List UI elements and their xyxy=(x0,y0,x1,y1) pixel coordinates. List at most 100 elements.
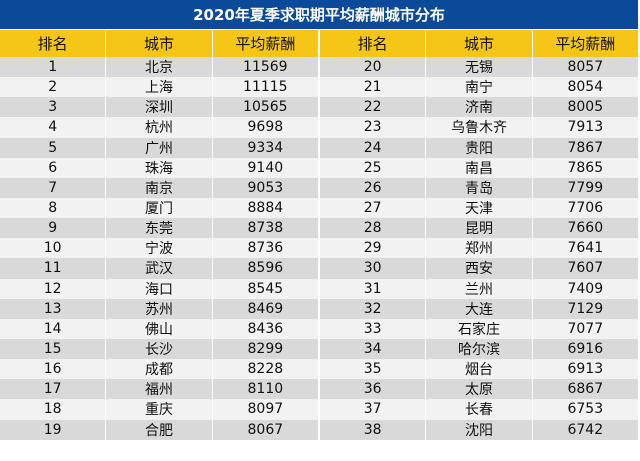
header-city: 城市 xyxy=(426,30,533,57)
cell-city: 北京 xyxy=(106,57,213,78)
cell-city: 上海 xyxy=(106,77,213,98)
cell-salary: 8299 xyxy=(213,338,320,360)
header-city: 城市 xyxy=(106,30,213,57)
table-row: 16 成都 8228 35 烟台 6913 xyxy=(0,359,638,380)
cell-city: 西安 xyxy=(426,258,533,279)
table-row: 3 深圳 10565 22 济南 8005 xyxy=(0,97,638,118)
cell-rank: 12 xyxy=(0,278,107,299)
cell-city: 合肥 xyxy=(106,419,213,440)
cell-salary: 8054 xyxy=(567,79,604,96)
cell-salary: 7660 xyxy=(567,220,604,237)
cell-salary: 8436 xyxy=(213,318,320,339)
cell-salary: 8545 xyxy=(213,278,320,299)
table-row: 19 合肥 8067 38 沈阳 6742 xyxy=(0,419,638,440)
cell-salary: 8884 xyxy=(213,197,320,219)
cell-salary: 7706 xyxy=(567,200,604,217)
cell-city: 乌鲁木齐 xyxy=(426,117,533,138)
cell-salary: 8110 xyxy=(213,379,320,400)
cell-salary: 8067 xyxy=(213,419,320,440)
cell-rank: 30 xyxy=(320,258,427,279)
cell-rank: 10 xyxy=(0,238,107,259)
cell-rank: 1 xyxy=(0,57,107,78)
cell-rank: 13 xyxy=(0,298,107,319)
cell-city: 杭州 xyxy=(106,117,213,138)
cell-salary: 8596 xyxy=(213,258,320,279)
table-row: 11 武汉 8596 30 西安 7607 xyxy=(0,258,638,279)
cell-salary: 6742 xyxy=(567,421,604,438)
cell-city: 珠海 xyxy=(106,157,213,178)
cell-rank: 28 xyxy=(320,218,427,239)
cell-rank: 34 xyxy=(320,338,427,360)
cell-city: 南昌 xyxy=(426,157,533,178)
cell-salary: 9140 xyxy=(213,157,320,178)
cell-rank: 29 xyxy=(320,238,427,259)
cell-city: 长沙 xyxy=(106,338,213,360)
cell-city: 南京 xyxy=(106,177,213,198)
header-salary: 平均薪酬 xyxy=(555,35,616,53)
cell-rank: 37 xyxy=(320,399,427,420)
cell-salary: 7607 xyxy=(567,260,604,277)
cell-city: 南宁 xyxy=(426,77,533,98)
cell-rank: 17 xyxy=(0,379,107,400)
cell-rank: 35 xyxy=(320,359,427,380)
cell-rank: 31 xyxy=(320,278,427,299)
cell-rank: 24 xyxy=(320,137,427,158)
cell-rank: 15 xyxy=(0,338,107,360)
cell-rank: 8 xyxy=(0,197,107,219)
cell-rank: 5 xyxy=(0,137,107,158)
cell-rank: 3 xyxy=(0,97,107,118)
cell-city: 厦门 xyxy=(106,197,213,219)
cell-salary: 8097 xyxy=(213,399,320,420)
cell-city: 青岛 xyxy=(426,177,533,198)
cell-salary: 8736 xyxy=(213,238,320,259)
cell-salary: 7641 xyxy=(567,240,604,257)
table-row: 7 南京 9053 26 青岛 7799 xyxy=(0,177,638,198)
cell-salary: 7867 xyxy=(567,139,604,156)
table-row: 8 厦门 8884 27 天津 7706 xyxy=(0,197,638,219)
cell-salary: 7409 xyxy=(567,280,604,297)
cell-salary: 7913 xyxy=(567,119,604,136)
cell-city: 苏州 xyxy=(106,298,213,319)
cell-rank: 19 xyxy=(0,419,107,440)
cell-rank: 4 xyxy=(0,117,107,138)
cell-salary: 9053 xyxy=(213,177,320,198)
cell-city: 太原 xyxy=(426,379,533,400)
table-row: 4 杭州 9698 23 乌鲁木齐 7913 xyxy=(0,117,638,138)
cell-salary: 10565 xyxy=(213,97,320,118)
table-row: 12 海口 8545 31 兰州 7409 xyxy=(0,278,638,299)
cell-rank: 9 xyxy=(0,218,107,239)
cell-rank: 26 xyxy=(320,177,427,198)
cell-rank: 25 xyxy=(320,157,427,178)
header-row: 排名 城市 平均薪酬 排名 城市 平均薪酬 xyxy=(0,30,638,57)
table-row: 9 东莞 8738 28 昆明 7660 xyxy=(0,218,638,239)
cell-salary: 6916 xyxy=(567,341,604,358)
cell-city: 宁波 xyxy=(106,238,213,259)
cell-city: 兰州 xyxy=(426,278,533,299)
cell-rank: 21 xyxy=(320,77,427,98)
cell-city: 昆明 xyxy=(426,218,533,239)
cell-city: 广州 xyxy=(106,137,213,158)
cell-salary: 6753 xyxy=(567,401,604,418)
table-row: 18 重庆 8097 37 长春 6753 xyxy=(0,399,638,420)
cell-city: 大连 xyxy=(426,298,533,319)
cell-salary: 7129 xyxy=(567,300,604,317)
cell-city: 海口 xyxy=(106,278,213,299)
cell-salary: 11115 xyxy=(213,77,320,98)
table-row: 5 广州 9334 24 贵阳 7867 xyxy=(0,137,638,158)
cell-salary: 8057 xyxy=(567,59,604,76)
cell-city: 烟台 xyxy=(426,359,533,380)
cell-salary: 8469 xyxy=(213,298,320,319)
table-row: 17 福州 8110 36 太原 6867 xyxy=(0,379,638,400)
cell-salary: 7077 xyxy=(567,320,604,337)
cell-salary: 8738 xyxy=(213,218,320,239)
cell-city: 石家庄 xyxy=(426,318,533,339)
cell-city: 长春 xyxy=(426,399,533,420)
cell-city: 贵阳 xyxy=(426,137,533,158)
cell-rank: 20 xyxy=(320,57,427,78)
cell-city: 郑州 xyxy=(426,238,533,259)
cell-city: 成都 xyxy=(106,359,213,380)
cell-rank: 38 xyxy=(320,419,427,440)
cell-city: 重庆 xyxy=(106,399,213,420)
cell-city: 济南 xyxy=(426,97,533,118)
cell-city: 东莞 xyxy=(106,218,213,239)
